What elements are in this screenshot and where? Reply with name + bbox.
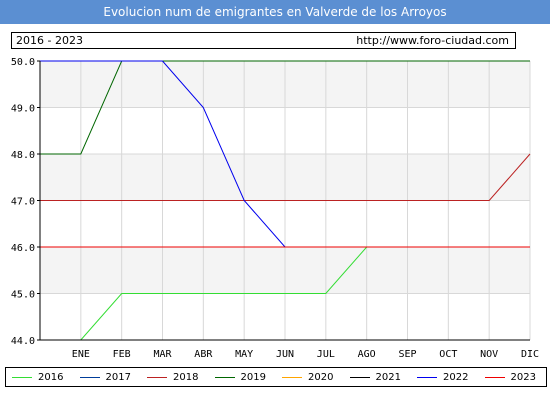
x-tick-label: AGO [358, 349, 376, 360]
legend-item-2021: 2021 [349, 368, 401, 386]
legend-swatch [484, 376, 505, 378]
x-tick-label: FEB [113, 349, 131, 360]
legend-item-2016: 2016 [12, 368, 63, 386]
series-line-2018 [40, 153, 531, 201]
x-tick-label: MAR [153, 349, 172, 360]
x-tick-label: JUL [317, 349, 335, 360]
legend-label: 2022 [443, 371, 469, 383]
y-tick-label: 50.0 [11, 57, 35, 68]
legend-item-2019: 2019 [214, 368, 266, 386]
y-tick-label: 49.0 [11, 104, 35, 115]
legend-label: 2019 [240, 371, 266, 383]
legend-item-2020: 2020 [282, 368, 333, 386]
legend-swatch [417, 376, 437, 378]
series-lines [40, 60, 531, 341]
y-tick-label: 46.0 [11, 243, 35, 254]
legend-item-2023: 2023 [484, 368, 536, 386]
y-tick-label: 44.0 [11, 336, 35, 347]
legend-label: 2018 [173, 371, 199, 383]
legend-swatch [12, 376, 32, 378]
legend-item-2022: 2022 [417, 368, 468, 386]
legend-label: 2023 [510, 371, 536, 383]
x-tick-label: MAY [235, 349, 253, 360]
legend-swatch [349, 376, 370, 378]
legend: 2016 2017 2018 2019 2020 2021 2022 2023 [5, 367, 547, 387]
x-tick-label: ABR [194, 349, 213, 360]
y-tick-label: 45.0 [11, 290, 35, 301]
chart-title: Evolucion num de emigrantes en Valverde … [103, 5, 447, 19]
x-tick-label: OCT [439, 349, 457, 360]
x-tick-label: DIC [521, 349, 539, 360]
info-box: 2016 - 2023 http://www.foro-ciudad.com [11, 32, 516, 49]
x-tick-label: JUN [276, 349, 294, 360]
legend-swatch [214, 376, 235, 378]
legend-label: 2020 [308, 371, 334, 383]
x-tick-label: NOV [480, 349, 498, 360]
y-tick-label: 48.0 [11, 150, 35, 161]
legend-label: 2016 [38, 371, 64, 383]
x-tick-label: SEP [398, 349, 416, 360]
period-label: 2016 - 2023 [16, 34, 83, 47]
legend-swatch [282, 376, 302, 378]
legend-label: 2021 [375, 371, 401, 383]
axes [37, 60, 530, 341]
legend-swatch [79, 376, 100, 378]
legend-item-2018: 2018 [147, 368, 198, 386]
legend-label: 2017 [105, 371, 131, 383]
x-tick-label: ENE [72, 349, 90, 360]
legend-item-2017: 2017 [79, 368, 131, 386]
tick-labels: 44.0 45.0 46.0 47.0 48.0 49.0 50.0 ENE FEB MAR ABR… [11, 57, 539, 360]
legend-swatch [147, 376, 167, 378]
y-tick-label: 47.0 [11, 197, 35, 208]
chart-title-bar: Evolucion num de emigrantes en Valverde … [0, 0, 550, 24]
source-url[interactable]: http://www.foro-ciudad.com [356, 34, 509, 47]
